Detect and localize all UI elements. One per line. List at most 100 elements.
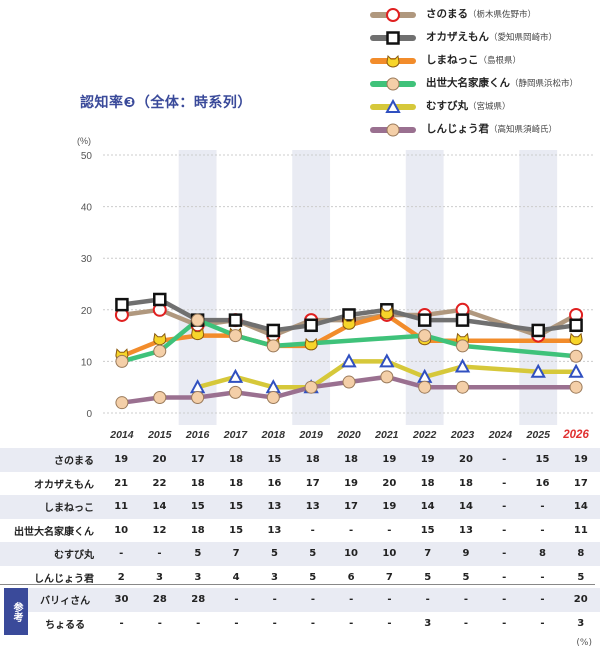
table-cell: 14 [446, 495, 486, 519]
reference-cell: - [408, 588, 447, 612]
series-1-point [115, 297, 129, 312]
table-cell: 19 [370, 448, 409, 472]
reference-cell: - [255, 588, 294, 612]
table-cell: 15 [523, 448, 562, 472]
legend-series-name: しまねっこ [426, 54, 479, 66]
legend-series-name: さのまる [426, 8, 468, 20]
table-cell: 19 [370, 495, 409, 519]
series-3-point [266, 339, 280, 353]
series-line-4 [195, 359, 579, 390]
x-tick-label: 2016 [185, 429, 210, 441]
table-cell: - [102, 542, 141, 566]
series-3-point [115, 354, 129, 368]
table-cell: 18 [408, 471, 447, 495]
legend-series-name: むすび丸 [426, 100, 468, 112]
table-cell: 21 [102, 471, 141, 495]
row-label: 出世大名家康くん [0, 518, 103, 542]
legend-item: さのまる（栃木県佐野市） [368, 2, 600, 25]
table-cell: - [485, 565, 524, 589]
legend-marker [386, 54, 400, 68]
reference-table: バリィさん 30 28 28- - - - - - - - -20 ちょるる - - - - - - - -3- - -3 [28, 588, 600, 635]
x-tick-label: 2015 [147, 429, 172, 441]
series-3-point [228, 329, 242, 343]
reference-cell: - [485, 588, 524, 612]
legend: さのまる（栃木県佐野市） オカザえもん（愛知県岡崎市） しまねっこ（島根県） 出世大名… [368, 2, 600, 140]
series-1-point [266, 323, 281, 338]
table-cell: 11 [561, 518, 600, 542]
legend-series-location: （高知県須崎氏） [489, 125, 558, 135]
table-cell: 5 [561, 565, 600, 589]
table-cell: - [523, 495, 562, 519]
line-chart: 0 10 20 30 40 50 (%) 2014 2015 2016 2017 2018 2019 20… [77, 136, 595, 441]
x-tick-label: 2020 [336, 429, 361, 441]
table-cell: 2 [102, 565, 141, 589]
table-cell: 19 [102, 448, 141, 472]
table-cell: 13 [255, 518, 294, 542]
table-cell: 20 [370, 471, 409, 495]
reference-cell: - [217, 588, 256, 612]
table-row: さのまる 19 20 17 18 15 18 18 19 19 20-15 19 [0, 448, 600, 472]
reference-cell: - [446, 611, 486, 635]
series-5-point [191, 391, 205, 405]
table-cell: 5 [408, 565, 447, 589]
legend-series-location: （静岡県浜松市） [510, 79, 579, 89]
series-1-point [417, 313, 432, 327]
legend-series-location: （栃木県佐野市） [468, 10, 537, 20]
series-5-point [569, 380, 583, 394]
reference-cell: 3 [561, 611, 600, 635]
table-cell: - [485, 471, 524, 495]
legend-marker [386, 123, 400, 137]
table-cell: 13 [446, 518, 486, 542]
table-row: しまねっこ 11 14 15 15 13 13 17 19 14 14- -14 [0, 495, 600, 519]
table-cell: 12 [140, 518, 179, 542]
legend-item: しんじょう君（高知県須崎氏） [368, 117, 600, 140]
series-5-point [304, 380, 318, 394]
y-tick-label: 30 [81, 254, 93, 265]
series-2-point [569, 332, 583, 346]
legend-item: しまねっこ（島根県） [368, 48, 600, 71]
y-tick-label: 40 [81, 203, 93, 214]
reference-cell: 28 [179, 588, 218, 612]
reference-cell: - [370, 588, 409, 612]
series-4-point [454, 358, 471, 373]
table-cell: 10 [331, 542, 371, 566]
reference-cell: - [140, 611, 180, 635]
x-tick-label: 2024 [488, 429, 513, 441]
series-3-point [569, 349, 583, 363]
series-4-point [379, 353, 395, 368]
table-cell: 9 [446, 542, 486, 566]
table-cell: - [370, 518, 409, 542]
table-cell: 22 [140, 471, 179, 495]
table-cell: 6 [331, 565, 371, 589]
table-cell: 13 [293, 495, 332, 519]
x-tick-label: 2023 [450, 429, 475, 441]
table-cell: 5 [446, 565, 486, 589]
reference-cell: - [446, 588, 486, 612]
x-tick-label: 2021 [374, 429, 399, 441]
table-cell: 19 [561, 448, 600, 472]
series-3-point [456, 339, 470, 353]
table-cell: - [485, 518, 524, 542]
table-cell: - [140, 542, 179, 566]
legend-label: しまねっこ（島根県） [426, 52, 521, 67]
table-cell: - [485, 542, 524, 566]
row-label: しんじょう君 [0, 565, 103, 589]
table-cell: 19 [331, 471, 371, 495]
y-tick-label: 50 [81, 151, 93, 162]
series-1-point [455, 313, 470, 327]
table-cell: 5 [178, 542, 217, 566]
table-cell: - [331, 518, 371, 542]
legend-item: 出世大名家康くん（静岡県浜松市） [368, 71, 600, 94]
series-5-point [228, 385, 242, 399]
series-5-point [380, 370, 394, 384]
table-cell: 19 [408, 448, 447, 472]
series-4-point [227, 368, 244, 383]
reference-cell: - [179, 611, 218, 635]
table-cell: 8 [561, 542, 600, 566]
table-cell: 18 [178, 518, 217, 542]
reference-cell: - [293, 611, 333, 635]
series-2-point [191, 327, 205, 341]
x-tick-label: 2019 [298, 429, 323, 441]
row-label: しまねっこ [0, 495, 103, 519]
reference-cell: - [523, 588, 562, 612]
